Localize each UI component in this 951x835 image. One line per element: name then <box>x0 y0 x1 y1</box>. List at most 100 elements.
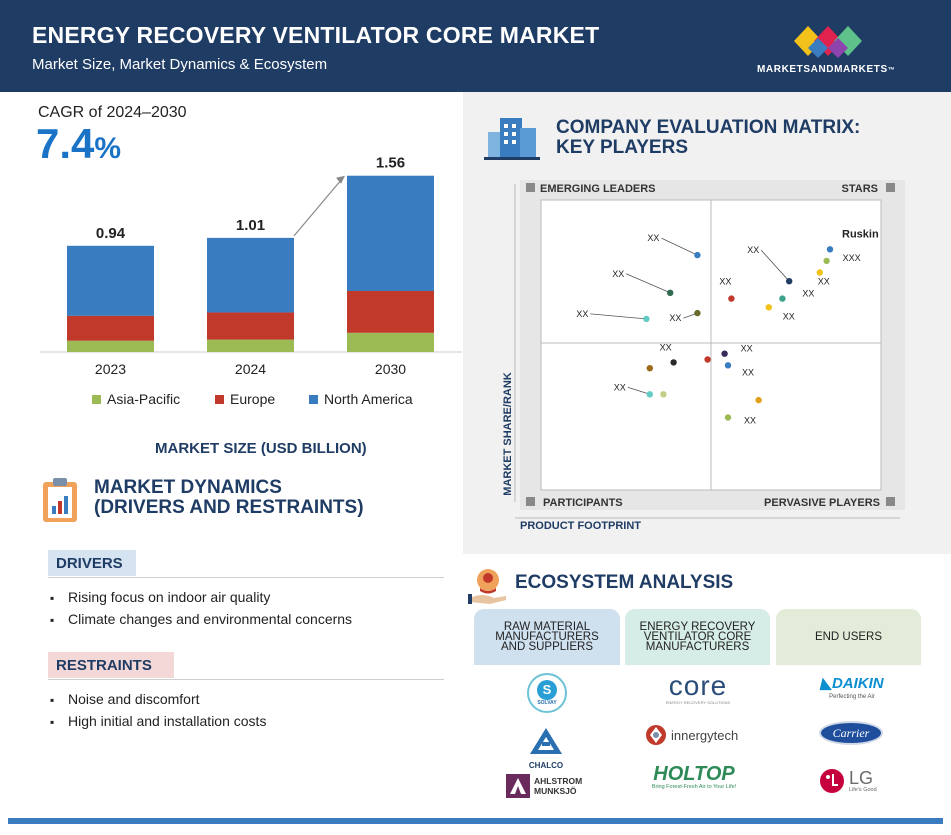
buildings-icon <box>484 118 540 160</box>
company-point <box>646 365 653 372</box>
point-label: XX <box>660 342 672 352</box>
ecosystem-title: ECOSYSTEM ANALYSIS <box>515 572 734 593</box>
point-label: XX <box>576 309 588 319</box>
company-point <box>816 269 823 276</box>
company-point <box>721 350 728 357</box>
cagr-value: 7.4% <box>36 120 122 167</box>
markets-logo-text: MARKETSANDMARKETS™ <box>757 64 896 75</box>
restraint-item: Noise and discomfort <box>50 691 200 707</box>
quadrant-label-participants: PARTICIPANTS <box>543 497 623 509</box>
point-label: XX <box>747 245 759 255</box>
footer-bar <box>8 818 943 824</box>
bar-north-america <box>347 175 434 291</box>
person-hand-icon <box>468 569 506 604</box>
point-label: XX <box>614 382 626 392</box>
chalco-mark-icon <box>530 728 562 754</box>
divider <box>48 679 444 680</box>
company-point <box>667 289 674 296</box>
chalco-logo: CHALCO <box>528 728 564 770</box>
company-point <box>724 414 732 421</box>
point-label: XX <box>647 233 659 243</box>
bar-total-label: 1.56 <box>376 155 405 172</box>
x-tick-label: 2030 <box>375 361 406 377</box>
legend-north-america: North America <box>309 391 413 407</box>
company-point <box>670 359 677 366</box>
ecosystem-column-raw-material: RAW MATERIAL MANUFACTURERS AND SUPPLIERS <box>474 609 620 665</box>
markets-logo-icon <box>794 26 862 58</box>
company-point <box>643 315 650 323</box>
point-label: XX <box>741 344 753 354</box>
header-banner: ENERGY RECOVERY VENTILATOR CORE MARKET M… <box>0 0 951 92</box>
driver-item: Climate changes and environmental concer… <box>50 611 352 627</box>
point-leader-line <box>661 237 698 256</box>
company-point <box>660 391 667 398</box>
ahlstrom-mark-icon <box>506 774 530 798</box>
point-label: XX <box>719 277 731 287</box>
market-size-bar-chart: 0.94 2023 1.01 2024 1.56 2030 <box>40 155 462 377</box>
restraint-item: High initial and installation costs <box>50 713 266 729</box>
daikin-logo: ◣DAIKIN Perfecting the Air <box>820 675 884 701</box>
bar-europe <box>207 312 294 340</box>
y-axis-title: MARKET SHARE/RANK <box>502 372 514 496</box>
core-logo: core ENERGY RECOVERY SOLUTIONS <box>665 670 731 706</box>
innergytech-logo: innergytech <box>645 722 755 748</box>
x-tick-label: 2024 <box>235 361 266 377</box>
company-point <box>704 356 711 363</box>
company-point <box>694 251 701 259</box>
emerging-leaders-icon <box>526 183 535 192</box>
bar-asia-pacific <box>67 340 154 352</box>
market-dynamics-title: MARKET DYNAMICS (DRIVERS AND RESTRAINTS) <box>94 477 364 518</box>
holtop-logo: HOLTOP Bring Forest-Fresh Air to Your Li… <box>651 763 737 790</box>
cagr-label: CAGR of 2024–2030 <box>38 104 187 121</box>
bar-north-america <box>67 245 154 316</box>
legend-asia-pacific: Asia-Pacific <box>92 391 180 407</box>
point-leader-line <box>760 249 790 282</box>
bar-asia-pacific <box>347 332 434 352</box>
growth-arrowhead <box>336 175 345 184</box>
company-point <box>694 309 701 317</box>
innergytech-mark-icon <box>646 725 666 745</box>
company-point <box>826 246 834 253</box>
point-label: XX <box>802 289 814 299</box>
company-point <box>728 295 735 302</box>
pervasive-players-icon <box>886 497 895 506</box>
ahlstrom-munksjo-logo: AHLSTROM MUNKSJÖ <box>506 772 592 800</box>
point-label: Ruskin <box>842 228 879 240</box>
legend-europe: Europe <box>215 391 275 407</box>
divider <box>48 577 444 578</box>
stars-icon <box>886 183 895 192</box>
company-point <box>765 304 772 311</box>
point-label: XX <box>783 311 795 321</box>
company-point <box>646 391 653 398</box>
point-leader-line <box>590 313 647 320</box>
ecosystem-column-manufacturers: ENERGY RECOVERY VENTILATOR CORE MANUFACTUR… <box>625 609 770 665</box>
quadrant-label-emerging-leaders: EMERGING LEADERS <box>540 183 656 195</box>
page-subtitle: Market Size, Market Dynamics & Ecosystem <box>32 56 328 73</box>
bar-total-label: 1.01 <box>236 217 265 234</box>
quadrant-label-pervasive-players: PERVASIVE PLAYERS <box>764 497 880 509</box>
company-point <box>786 278 793 285</box>
restraints-label: RESTRAINTS <box>48 652 174 678</box>
bar-north-america <box>207 237 294 313</box>
company-point <box>724 362 732 369</box>
bar-europe <box>347 290 434 333</box>
participants-icon <box>526 497 535 506</box>
bar-europe <box>67 315 154 341</box>
bar-total-label: 0.94 <box>96 225 126 242</box>
drivers-label: DRIVERS <box>48 550 136 576</box>
company-point <box>823 257 830 265</box>
point-label: XX <box>669 313 681 323</box>
point-label: XX <box>612 269 624 279</box>
matrix-title: COMPANY EVALUATION MATRIX: KEY PLAYERS <box>556 117 861 158</box>
quadrant-label-stars: STARS <box>842 183 878 195</box>
page-title: ENERGY RECOVERY VENTILATOR CORE MARKET <box>32 22 600 48</box>
point-leader-line <box>627 386 650 395</box>
point-label: XX <box>742 367 754 377</box>
point-leader-line <box>626 273 671 294</box>
company-evaluation-matrix: EMERGING LEADERS STARS PARTICIPANTS PERVASI… <box>502 180 905 532</box>
bar-asia-pacific <box>207 339 294 352</box>
chart-axis-title: MARKET SIZE (USD BILLION) <box>155 440 367 457</box>
company-point <box>779 295 786 302</box>
solvay-logo: S SOLVAY <box>527 673 567 713</box>
ecosystem-column-end-users: END USERS <box>776 609 921 665</box>
